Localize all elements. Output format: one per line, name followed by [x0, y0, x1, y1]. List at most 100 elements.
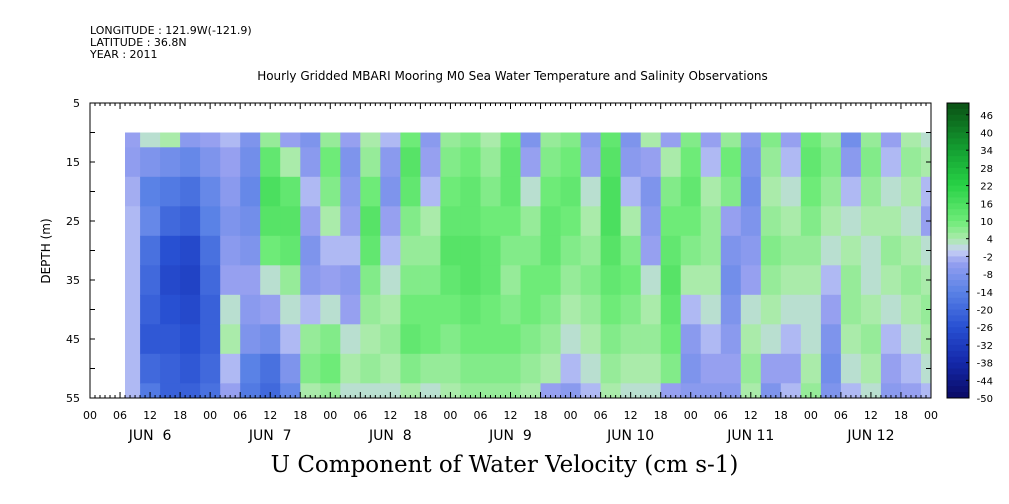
heatmap-cell [460, 235, 481, 266]
heatmap-cell [560, 383, 582, 398]
day-label: JUN 8 [368, 428, 412, 444]
heatmap-cell [460, 132, 481, 148]
heatmap-cell [380, 206, 401, 237]
heatmap-cell [500, 132, 522, 148]
colorbar-band [947, 103, 969, 110]
heatmap-cell [440, 324, 461, 355]
heatmap-cell [740, 294, 762, 325]
heatmap-cell [540, 353, 562, 384]
x-tick-label: 06 [594, 409, 608, 422]
heatmap-cell [140, 176, 161, 207]
y-axis: 5 15 25 35 45 55 [66, 97, 931, 405]
heatmap-cell [820, 324, 842, 355]
heatmap-cell [400, 265, 421, 296]
colorbar-band [947, 156, 969, 163]
heatmap-cell [440, 176, 461, 207]
heatmap-cell [840, 294, 862, 325]
x-tick-label: 18 [774, 409, 788, 422]
heatmap-cell [400, 147, 421, 178]
day-label: JUN 9 [488, 428, 532, 444]
heatmap-cell [660, 147, 682, 178]
colorbar-label: 4 [987, 235, 993, 246]
heatmap-cell [220, 353, 241, 384]
colorbar-band [947, 315, 969, 322]
colorbar-band [947, 138, 969, 145]
heatmap-cell [880, 176, 902, 207]
heatmap-cell [160, 353, 181, 384]
heatmap-cell [540, 132, 562, 148]
heatmap-cell [320, 353, 341, 384]
heatmap-cell [260, 235, 281, 266]
heatmap-cell [520, 383, 542, 398]
heatmap-cell [260, 265, 281, 296]
heatmap-cell [640, 353, 662, 384]
heatmap-cell [220, 324, 241, 355]
heatmap-cell [440, 353, 461, 384]
day-label: JUN 7 [248, 428, 292, 444]
x-tick-label: 00 [203, 409, 217, 422]
colorbar-band [947, 356, 969, 364]
heatmap-cell [125, 235, 141, 266]
heatmap-cell [320, 383, 341, 398]
heatmap-cell [320, 176, 341, 207]
heatmap-cell [340, 265, 361, 296]
heatmap-cell [360, 353, 381, 384]
colorbar-band [947, 179, 969, 187]
y-tick-label: 15 [66, 156, 80, 169]
colorbar-label: 28 [980, 164, 993, 175]
heatmap-cell [400, 353, 421, 384]
heatmap-cell [580, 147, 602, 178]
heatmap-cell [400, 383, 421, 398]
heatmap-cell [200, 383, 221, 398]
heatmap-cell [600, 265, 622, 296]
heatmap-cell [620, 176, 642, 207]
heatmap-cell [420, 265, 441, 296]
heatmap-cell [740, 265, 762, 296]
colorbar-band [947, 108, 969, 116]
heatmap-cell [640, 324, 662, 355]
heatmap-cell [180, 265, 201, 296]
x-tick-label: 00 [564, 409, 578, 422]
heatmap-cell [440, 294, 461, 325]
heatmap-cell [125, 176, 141, 207]
heatmap-cell [540, 265, 562, 296]
heatmap-cell [380, 265, 401, 296]
colorbar-band [947, 209, 969, 216]
x-tick-label: 18 [413, 409, 427, 422]
colorbar-band [947, 274, 969, 281]
heatmap-cell [680, 294, 702, 325]
heatmap-cell [380, 294, 401, 325]
heatmap-cell [780, 206, 802, 237]
heatmap-cell [460, 206, 481, 237]
x-tick-label: 00 [804, 409, 818, 422]
heatmap-cell [620, 294, 642, 325]
heatmap-cell [240, 147, 261, 178]
heatmap-cell [160, 147, 181, 178]
colorbar-band [947, 167, 969, 175]
heatmap-cell [220, 265, 241, 296]
heatmap-cell [500, 383, 522, 398]
heatmap-cell [880, 294, 902, 325]
heatmap-cell [620, 206, 642, 237]
heatmap-cell [520, 294, 542, 325]
heatmap-cell [620, 324, 642, 355]
y-tick-label: 45 [66, 333, 80, 346]
heatmap-cell [520, 353, 542, 384]
heatmap-cell [720, 265, 742, 296]
x-axis: 00 06 12 18 00 06 12 18 00 06 12 18 00 06 12 18 00 06 12 18… [83, 103, 938, 444]
heatmap-cell [880, 132, 902, 148]
x-tick-label: 06 [473, 409, 487, 422]
heatmap-cell [240, 176, 261, 207]
x-tick-label: 06 [113, 409, 127, 422]
heatmap-cell [520, 324, 542, 355]
heatmap-cell [240, 383, 261, 398]
heatmap-cell [780, 265, 802, 296]
heatmap-cell [340, 383, 361, 398]
heatmap-cell [300, 265, 321, 296]
heatmap-cell [740, 353, 762, 384]
heatmap-cell [180, 353, 201, 384]
heatmap-cell [600, 294, 622, 325]
colorbar-band [947, 285, 969, 293]
y-tick-label: 5 [73, 97, 80, 110]
heatmap-cell [840, 147, 862, 178]
